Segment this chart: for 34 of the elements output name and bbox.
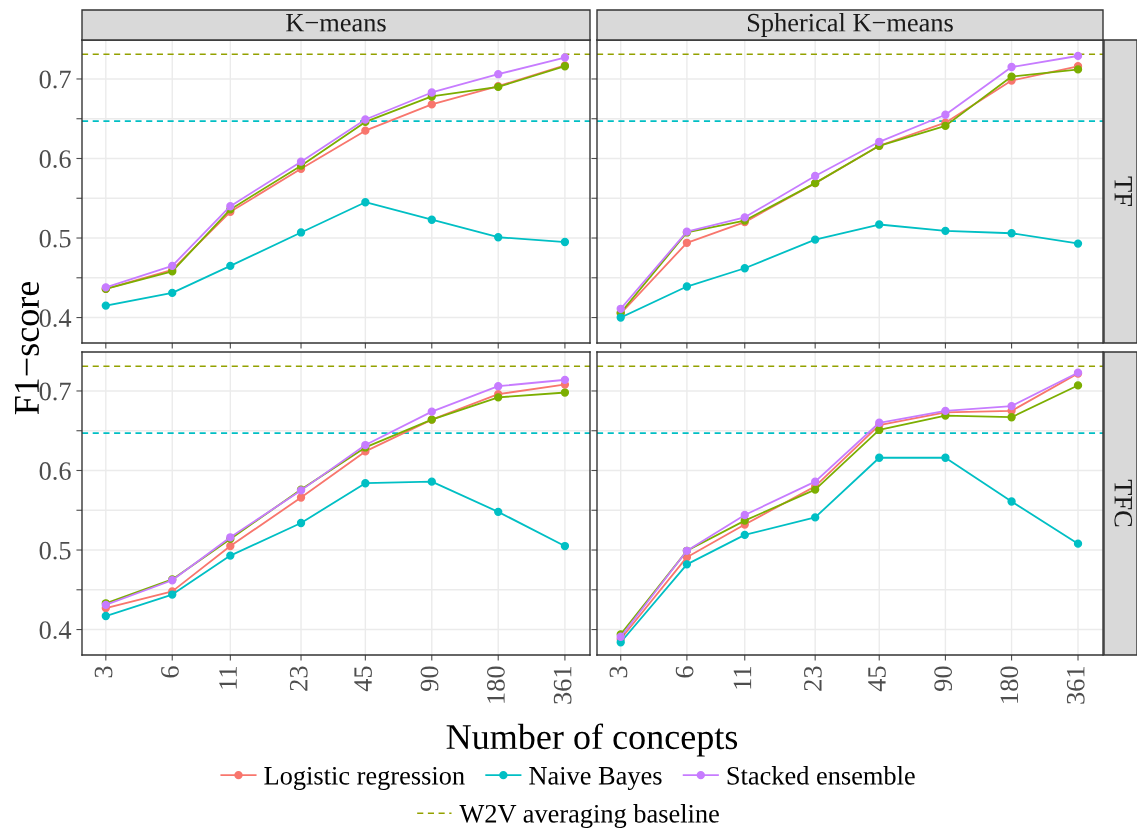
x-tick-label: 361: [553, 667, 572, 704]
x-tick-label: 6: [161, 666, 179, 678]
x-tick-label: 180: [1000, 666, 1019, 703]
text: TFC: [1114, 479, 1133, 527]
text: TF: [1114, 176, 1132, 206]
chart-title: K−means: [286, 14, 386, 32]
x-tick-label: 23: [804, 666, 822, 691]
y-tick-label: 0.4: [39, 309, 72, 328]
y-tick-label: 0.6: [39, 462, 71, 481]
x-tick-label: 11: [219, 667, 237, 689]
legend-label: Stacked ensemble: [727, 766, 915, 785]
x-tick-label: 23: [289, 666, 308, 691]
y-tick-label: 0.6: [39, 150, 71, 169]
y-tick-label: 0.7: [39, 382, 71, 401]
x-axis-title: Number of concepts: [446, 723, 738, 757]
x-tick-label: 11: [733, 667, 752, 689]
x-tick-label: 90: [420, 666, 439, 691]
legend-label: Naive Bayes: [529, 766, 662, 791]
chart-title: Spherical K−means: [747, 13, 953, 37]
x-tick-label: 3: [94, 666, 113, 678]
y-tick-label: 0.5: [39, 541, 71, 560]
y-tick-label: 0.4: [39, 621, 72, 640]
x-tick-label: 6: [675, 666, 694, 678]
x-tick-label: 90: [934, 666, 953, 691]
x-tick-label: 3: [609, 666, 628, 678]
x-tick-label: 180: [487, 666, 505, 703]
legend-label: W2V averaging baseline: [459, 804, 719, 829]
legend-label: Logistic regression: [264, 766, 465, 791]
y-tick-label: 0.5: [39, 229, 71, 248]
x-tick-label: 45: [868, 666, 886, 692]
y-tick-label: 0.7: [39, 70, 71, 89]
y-axis-title: F1−score: [14, 281, 40, 415]
x-tick-label: 361: [1066, 667, 1085, 704]
x-tick-label: 45: [354, 666, 372, 692]
